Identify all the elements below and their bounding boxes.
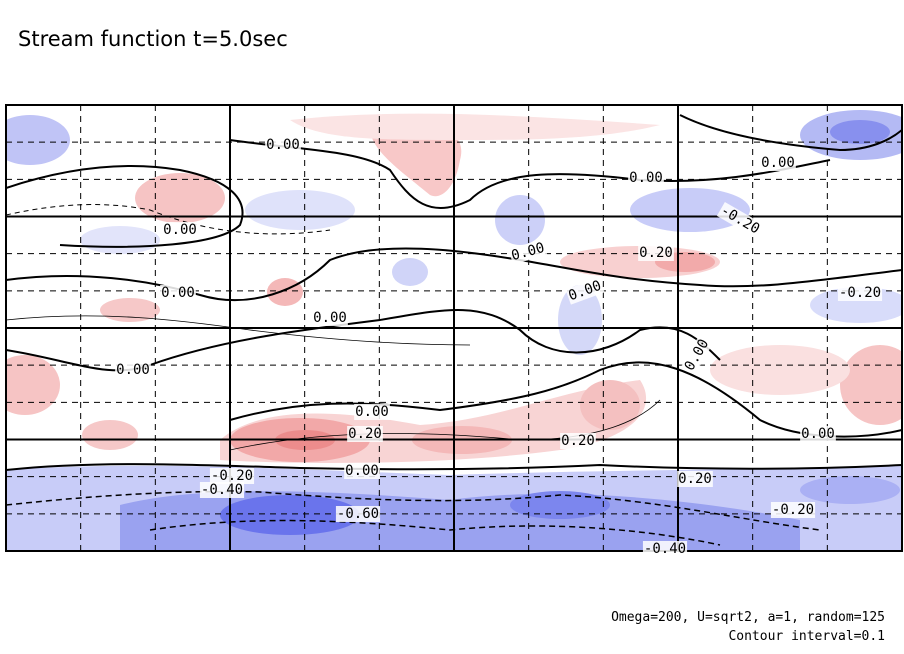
label-background (565, 277, 605, 305)
contour-labels: 0.00 0.00 0.00 -0.20 0.00 0.00 0.20 0.00 -0.20 0.… (115, 137, 883, 557)
label-background (354, 404, 390, 420)
contour-label: 0.00 (761, 155, 795, 171)
label-background (628, 170, 664, 186)
contour-label: 0.00 (629, 170, 663, 186)
label-background (837, 285, 883, 301)
contour-label: -0.20 (772, 502, 814, 518)
label-background (716, 202, 764, 238)
label-background (162, 222, 198, 238)
note: Omega=200, U=sqrt2, a=1, random=125 (611, 610, 885, 625)
label-background (560, 433, 596, 449)
contour-label: 0.20 (561, 433, 595, 449)
label-background (681, 335, 713, 375)
label-background (508, 239, 548, 265)
contour-label: 0.00 (801, 426, 835, 442)
note: Contour interval=0.1 (728, 629, 885, 644)
label-background (344, 463, 380, 479)
label-background (312, 310, 348, 326)
label-background (347, 426, 383, 442)
contour-label: 0.00 (266, 137, 300, 153)
label-background (677, 471, 713, 487)
contour-label: -0.40 (644, 541, 686, 557)
contour-label: -0.20 (839, 285, 881, 301)
label-background (335, 506, 381, 522)
contour-label: 0.00 (355, 404, 389, 420)
contour-label: 0.00 (163, 222, 197, 238)
label-background (800, 426, 836, 442)
plot-frame (5, 104, 903, 552)
label-background (760, 155, 796, 171)
label-background (115, 362, 151, 378)
contour-label: 0.20 (639, 245, 673, 261)
contour-label: 0.00 (116, 362, 150, 378)
label-background (265, 137, 301, 153)
chart-title: Stream function t=5.0sec (18, 27, 288, 51)
contour-label: -0.40 (201, 482, 243, 498)
label-background (199, 482, 245, 498)
label-background (770, 502, 816, 518)
contour-label: 0.00 (161, 285, 195, 301)
contour-label: -0.60 (337, 506, 379, 522)
contour-label: 0.00 (345, 463, 379, 479)
label-background (642, 541, 688, 557)
label-background (160, 285, 196, 301)
label-background (638, 245, 674, 261)
contour-label: 0.00 (313, 310, 347, 326)
contour-label: 0.20 (678, 471, 712, 487)
contour-label: 0.20 (348, 426, 382, 442)
label-background (209, 468, 255, 484)
contour-label: -0.20 (211, 468, 253, 484)
grid (6, 105, 902, 551)
